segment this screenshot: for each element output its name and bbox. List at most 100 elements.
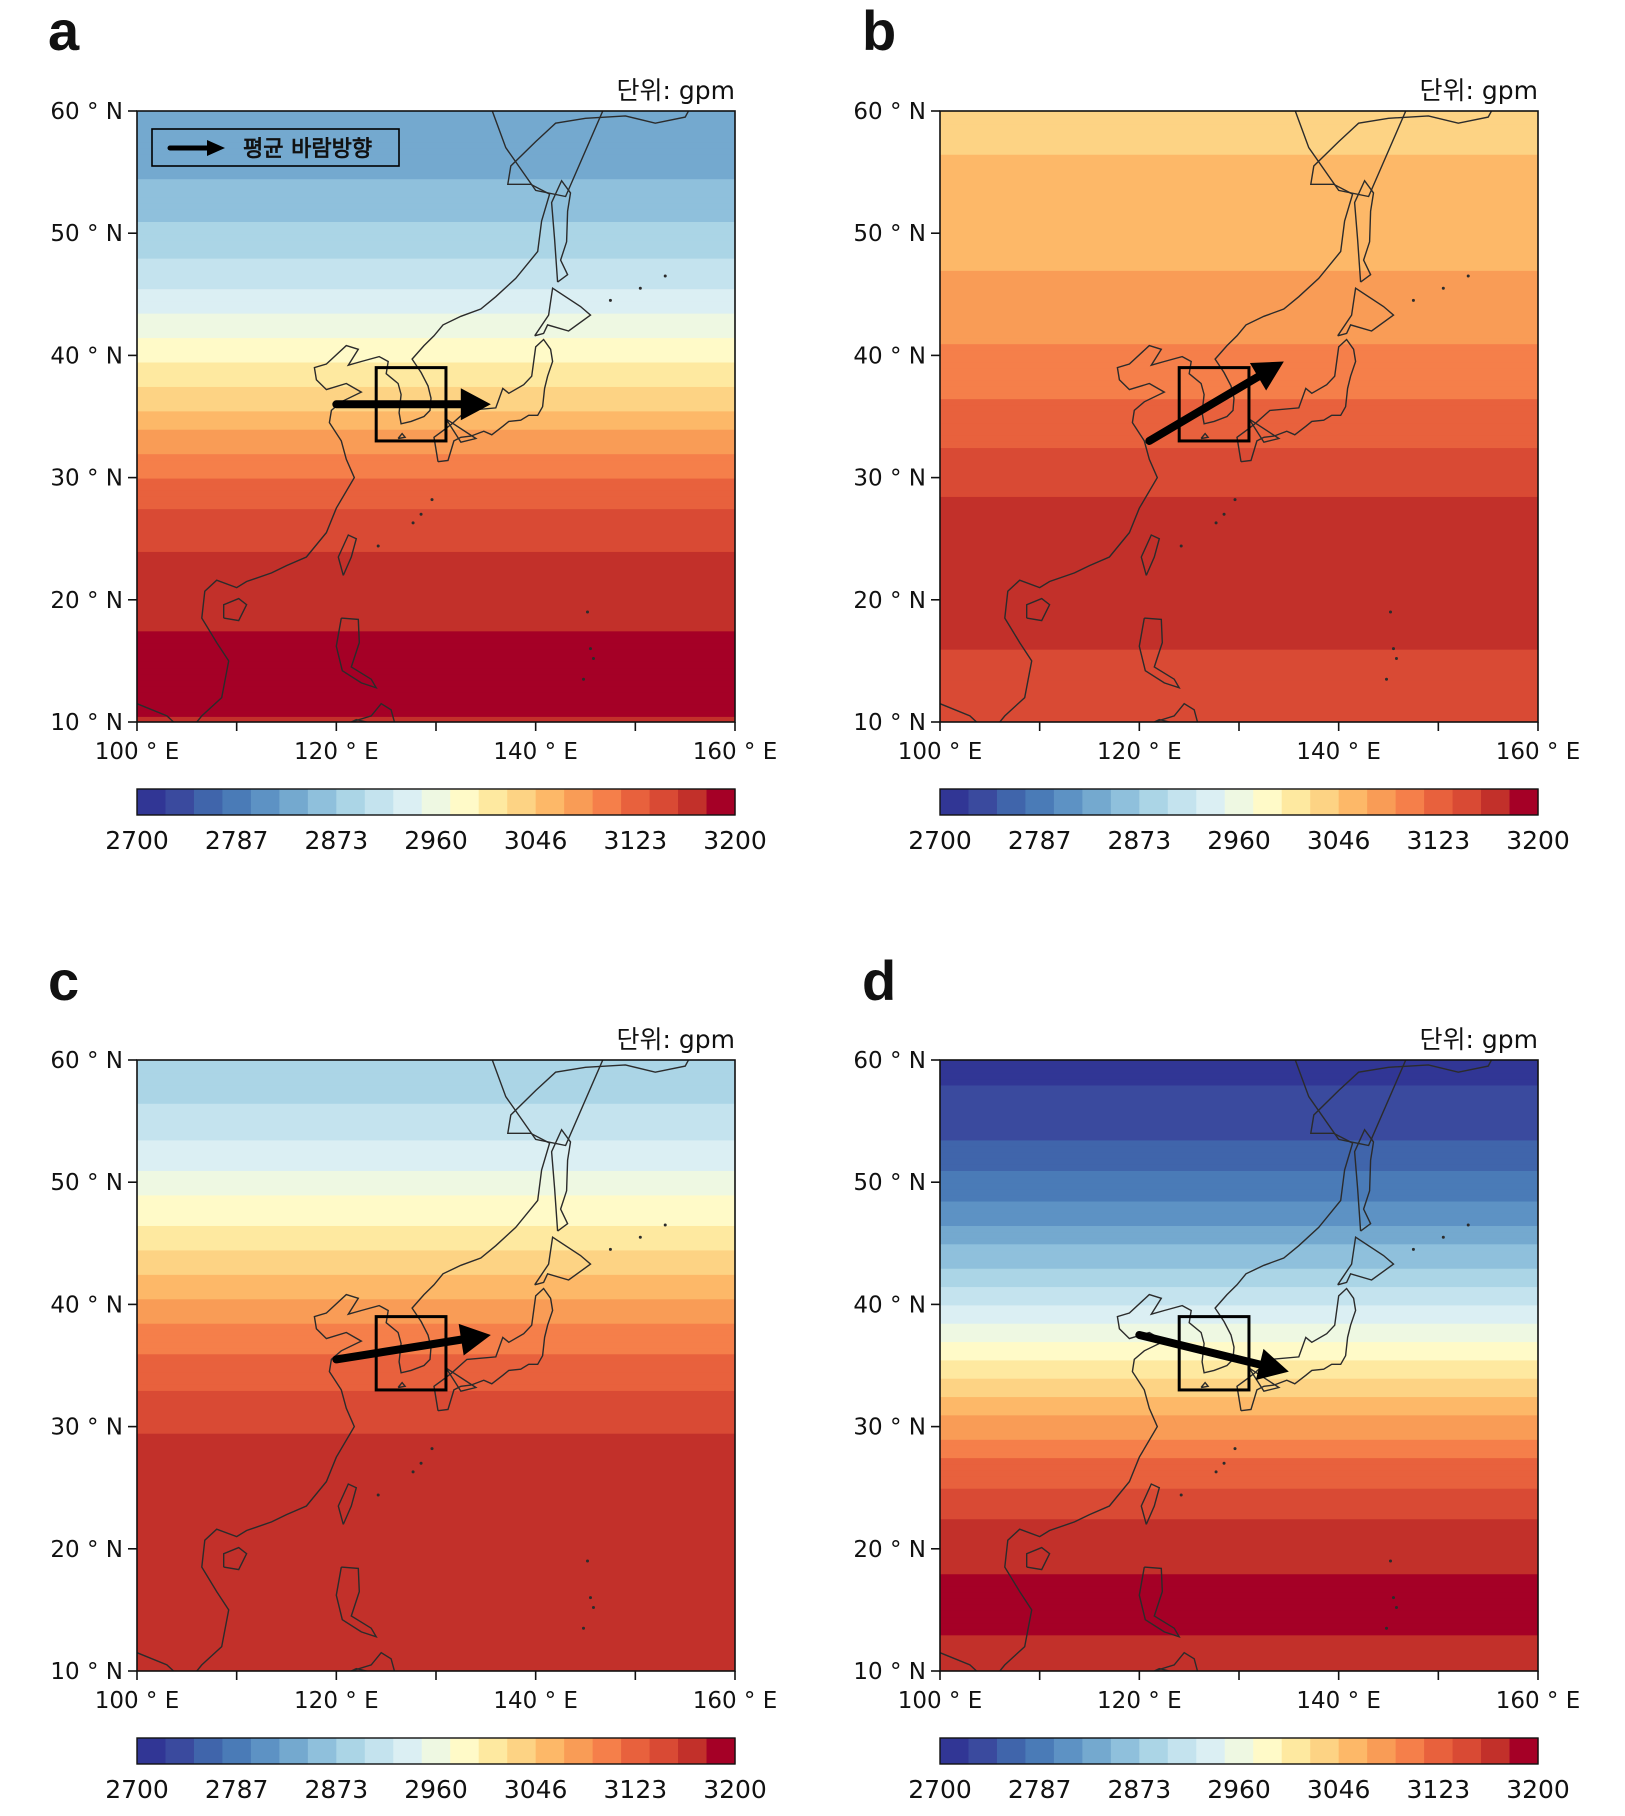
lat-tick-label: 10 ° N (50, 1659, 123, 1685)
korea-box (1177, 366, 1251, 443)
lon-tick-label: 100 ° E (898, 1688, 983, 1714)
height-field (940, 1060, 1538, 1671)
lon-tick-label: 140 ° E (1296, 1688, 1381, 1714)
lon-tick-label: 160 ° E (1496, 739, 1581, 765)
lat-tick-label: 60 ° N (50, 99, 123, 125)
wind-arrow-head (458, 1323, 491, 1356)
lat-tick-label: 40 ° N (853, 343, 926, 369)
lat-tick-label: 50 ° N (853, 1170, 926, 1196)
colorbar: 2700 2787 2873 2960 3046 3123 3200 (908, 1737, 1570, 1804)
wind-arrow-head (460, 388, 491, 421)
lat-tick-label: 60 ° N (50, 1048, 123, 1074)
panel-letter: d (862, 949, 896, 1012)
wind-arrow-shaft (1135, 1330, 1264, 1369)
lon-tick-label: 160 ° E (693, 1688, 778, 1714)
lat-tick-label: 60 ° N (853, 1048, 926, 1074)
lon-tick-label: 100 ° E (898, 739, 983, 765)
colorbar-tick-label: 2700 (105, 826, 169, 855)
coastlines (137, 111, 690, 722)
colorbar-tick-label: 3046 (1307, 826, 1371, 855)
lat-tick-label: 30 ° N (853, 1415, 926, 1441)
wind-arrow-head (1255, 1348, 1289, 1381)
height-field (137, 111, 735, 722)
lon-tick-label: 120 ° E (294, 739, 379, 765)
colorbar-tick-label: 3046 (504, 1775, 568, 1804)
colorbar-tick-label: 2960 (404, 1775, 468, 1804)
colorbar-tick-label: 2700 (908, 826, 972, 855)
lat-tick-label: 30 ° N (853, 466, 926, 492)
panel-b: b 단위: gpm 10 ° N 20 ° N 30 ° N 40 ° N 50 ° N 60… (853, 0, 1580, 855)
panel-d: d 단위: gpm 10 ° N 20 ° N 30 ° N 40 ° N 50 ° N 60… (853, 949, 1580, 1804)
wind-legend: 평균 바람방향 (151, 128, 400, 167)
colorbar-tick-label: 2787 (1008, 826, 1072, 855)
lon-tick-label: 140 ° E (493, 1688, 578, 1714)
lat-tick-label: 30 ° N (50, 466, 123, 492)
colorbar-tick-label: 2960 (404, 826, 468, 855)
lat-tick-label: 50 ° N (50, 221, 123, 247)
colorbar-tick-label: 2700 (105, 1775, 169, 1804)
coastlines (940, 1060, 1493, 1671)
lon-tick-label: 160 ° E (693, 739, 778, 765)
wind-arrow-shaft (1145, 372, 1263, 445)
unit-label: 단위: gpm (617, 1025, 735, 1054)
colorbar-tick-label: 2700 (908, 1775, 972, 1804)
coastlines (137, 1060, 690, 1671)
height-field (137, 1060, 735, 1671)
lon-tick-label: 120 ° E (294, 1688, 379, 1714)
korea-box (1177, 1315, 1251, 1392)
legend-label: 평균 바람방향 (243, 137, 372, 162)
lat-tick-label: 20 ° N (853, 1537, 926, 1563)
colorbar: 2700 2787 2873 2960 3046 3123 3200 (105, 788, 767, 855)
unit-label: 단위: gpm (617, 76, 735, 105)
lat-tick-label: 10 ° N (853, 1659, 926, 1685)
lat-tick-label: 30 ° N (50, 1415, 123, 1441)
colorbar-tick-label: 3046 (504, 826, 568, 855)
lon-tick-label: 120 ° E (1097, 739, 1182, 765)
colorbar-tick-label: 2960 (1207, 826, 1271, 855)
colorbar-tick-label: 3123 (604, 1775, 668, 1804)
panel-letter: b (862, 0, 896, 62)
colorbar-tick-label: 2787 (205, 1775, 269, 1804)
colorbar-tick-label: 3123 (604, 826, 668, 855)
colorbar-tick-label: 2960 (1207, 1775, 1271, 1804)
colorbar-tick-label: 3046 (1307, 1775, 1371, 1804)
unit-label: 단위: gpm (1420, 76, 1538, 105)
lon-tick-label: 160 ° E (1496, 1688, 1581, 1714)
lat-tick-label: 20 ° N (50, 1537, 123, 1563)
colorbar-tick-label: 2787 (1008, 1775, 1072, 1804)
colorbar-tick-label: 2873 (305, 1775, 369, 1804)
colorbar: 2700 2787 2873 2960 3046 3123 3200 (908, 788, 1570, 855)
panel-a: a 단위: gpm 평균 바람방향 10 ° N 20 ° N 30 ° N 40 ° N 5… (48, 0, 777, 855)
lat-tick-label: 20 ° N (50, 588, 123, 614)
lat-tick-label: 60 ° N (853, 99, 926, 125)
colorbar-tick-label: 3123 (1407, 1775, 1471, 1804)
lat-tick-label: 50 ° N (853, 221, 926, 247)
coastlines (940, 111, 1493, 722)
lat-tick-label: 40 ° N (853, 1292, 926, 1318)
wind-arrow-head (1249, 361, 1284, 391)
unit-label: 단위: gpm (1420, 1025, 1538, 1054)
panel-c: c 단위: gpm 10 ° N 20 ° N 30 ° N 40 ° N 50 ° N 60… (48, 949, 777, 1804)
lat-tick-label: 50 ° N (50, 1170, 123, 1196)
colorbar-tick-label: 2873 (305, 826, 369, 855)
colorbar-tick-label: 3200 (1506, 1775, 1570, 1804)
lon-tick-label: 100 ° E (95, 1688, 180, 1714)
lat-tick-label: 40 ° N (50, 343, 123, 369)
lat-tick-label: 10 ° N (853, 710, 926, 736)
wind-arrow-shaft (332, 1335, 466, 1364)
panel-letter: a (48, 0, 80, 62)
lon-tick-label: 120 ° E (1097, 1688, 1182, 1714)
lat-tick-label: 20 ° N (853, 588, 926, 614)
lon-tick-label: 100 ° E (95, 739, 180, 765)
panel-letter: c (48, 949, 79, 1012)
colorbar-tick-label: 2787 (205, 826, 269, 855)
colorbar-tick-label: 3200 (703, 1775, 767, 1804)
lat-tick-label: 10 ° N (50, 710, 123, 736)
lon-tick-label: 140 ° E (493, 739, 578, 765)
height-field (940, 111, 1538, 722)
colorbar: 2700 2787 2873 2960 3046 3123 3200 (105, 1737, 767, 1804)
colorbar-tick-label: 3200 (703, 826, 767, 855)
colorbar-tick-label: 2873 (1108, 826, 1172, 855)
